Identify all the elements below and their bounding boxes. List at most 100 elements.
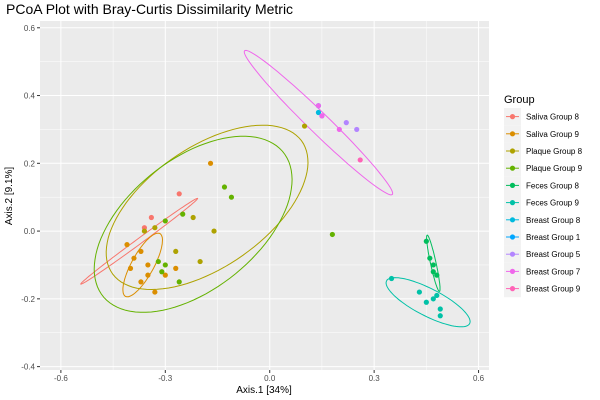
chart-title: PCoA Plot with Bray-Curtis Dissimilarity… [6,1,293,17]
legend-label-feces-group-8: Feces Group 8 [526,181,579,190]
point-breast-group-9 [357,157,363,163]
legend-key-point [509,114,516,120]
point-plaque-group-8 [301,123,308,129]
point-saliva-group-9 [124,242,130,248]
point-plaque-group-8 [211,228,217,234]
y-axis-ticks: -0.4 -0.2 0.0 0.2 0.4 0.6 [21,24,40,372]
y-tick-label: 0.6 [24,24,36,33]
point-plaque-group-9 [180,211,186,217]
point-feces-group-9 [437,306,443,312]
legend-label-breast-group-1: Breast Group 1 [526,233,581,242]
point-plaque-group-9 [228,194,235,200]
legend-title: Group [504,94,535,106]
ellipse-feces-group-9 [385,277,471,328]
point-saliva-group-9 [207,160,214,166]
ellipse-breast-group-7 [243,49,394,196]
point-saliva-group-9 [131,255,137,261]
point-plaque-group-9 [221,184,228,190]
ellipse-saliva-group-9 [122,232,164,298]
legend-key-point [509,251,516,257]
y-axis-title: Axis.2 [9.1%] [4,167,15,226]
point-feces-group-8 [430,262,436,268]
point-plaque-group-8 [197,258,203,265]
legend-label-breast-group-7: Breast Group 7 [526,267,581,276]
y-tick-label: 0.2 [24,159,36,168]
y-tick-label: 0.0 [24,227,36,236]
point-breast-group-5 [354,126,360,133]
x-axis-title: Axis.1 [34%] [236,385,292,396]
point-saliva-group-9 [162,272,168,278]
point-plaque-group-9 [162,218,168,224]
point-breast-group-5 [343,120,349,126]
point-plaque-group-8 [190,214,196,221]
legend-key-point [509,217,516,223]
point-feces-group-9 [423,299,429,305]
x-tick-label: 0.6 [473,374,485,383]
point-saliva-group-9 [152,289,158,295]
point-breast-group-8 [315,109,322,116]
point-plaque-group-8 [152,225,158,231]
point-feces-group-9 [437,313,443,319]
point-feces-group-9 [430,296,436,302]
legend-key-point [509,131,516,137]
point-saliva-group-9 [145,262,151,268]
point-feces-group-8 [423,238,429,244]
legend-key-point [509,148,516,154]
point-saliva-group-9 [173,265,179,271]
point-feces-group-8 [430,269,436,275]
point-breast-group-7 [336,126,342,133]
point-feces-group-8 [434,272,440,278]
legend-key-point [509,165,516,171]
legend-label-plaque-group-8: Plaque Group 8 [526,147,583,156]
x-tick-label: 0.3 [369,374,381,383]
point-plaque-group-9 [329,231,335,238]
point-plaque-group-9 [155,258,161,265]
legend-key-point [509,200,516,206]
point-feces-group-8 [427,255,433,261]
point-saliva-group-9 [138,279,144,285]
point-feces-group-9 [416,289,422,295]
legend-key-point [509,268,516,274]
confidence-ellipses [80,49,471,328]
legend-label-plaque-group-9: Plaque Group 9 [526,164,583,173]
point-plaque-group-9 [162,262,168,268]
point-saliva-group-8 [148,214,154,221]
point-plaque-group-9 [176,279,182,285]
x-tick-label: -0.6 [54,374,68,383]
point-saliva-group-8 [176,191,182,197]
legend-label-breast-group-9: Breast Group 9 [526,285,581,294]
point-breast-group-7 [315,103,322,109]
ellipse-feces-group-8 [426,234,441,292]
y-tick-label: 0.4 [24,92,36,101]
point-plaque-group-9 [159,269,165,275]
plot-panel [40,21,489,370]
grid-lines [40,21,489,370]
point-plaque-group-8 [141,228,148,234]
y-tick-label: -0.4 [21,363,35,372]
legend-key-point [509,182,516,188]
point-feces-group-9 [434,292,440,299]
x-axis-ticks: -0.6 -0.3 0.0 0.3 0.6 [54,370,485,383]
data-points [124,103,443,319]
point-saliva-group-9 [127,265,134,271]
point-saliva-group-9 [145,272,151,278]
ellipse-saliva-group-8 [80,197,199,285]
x-tick-label: -0.3 [158,374,172,383]
point-breast-group-7 [319,113,325,119]
y-tick-label: -0.2 [21,295,35,304]
legend-label-breast-group-8: Breast Group 8 [526,216,581,225]
legend-key-point [509,286,516,292]
legend-label-breast-group-5: Breast Group 5 [526,250,581,259]
point-saliva-group-9 [138,248,144,255]
legend-label-saliva-group-8: Saliva Group 8 [526,113,579,122]
legend-label-feces-group-9: Feces Group 9 [526,199,579,208]
point-feces-group-9 [388,275,395,282]
x-tick-label: 0.0 [264,374,276,383]
legend: Saliva Group 8 Saliva Group 9 Plaque Group… [504,108,583,298]
point-plaque-group-8 [173,248,179,255]
legend-key-point [509,234,516,240]
ellipse-plaque-group-8 [105,124,309,291]
legend-label-saliva-group-9: Saliva Group 9 [526,130,579,139]
ellipse-plaque-group-9 [93,135,293,313]
